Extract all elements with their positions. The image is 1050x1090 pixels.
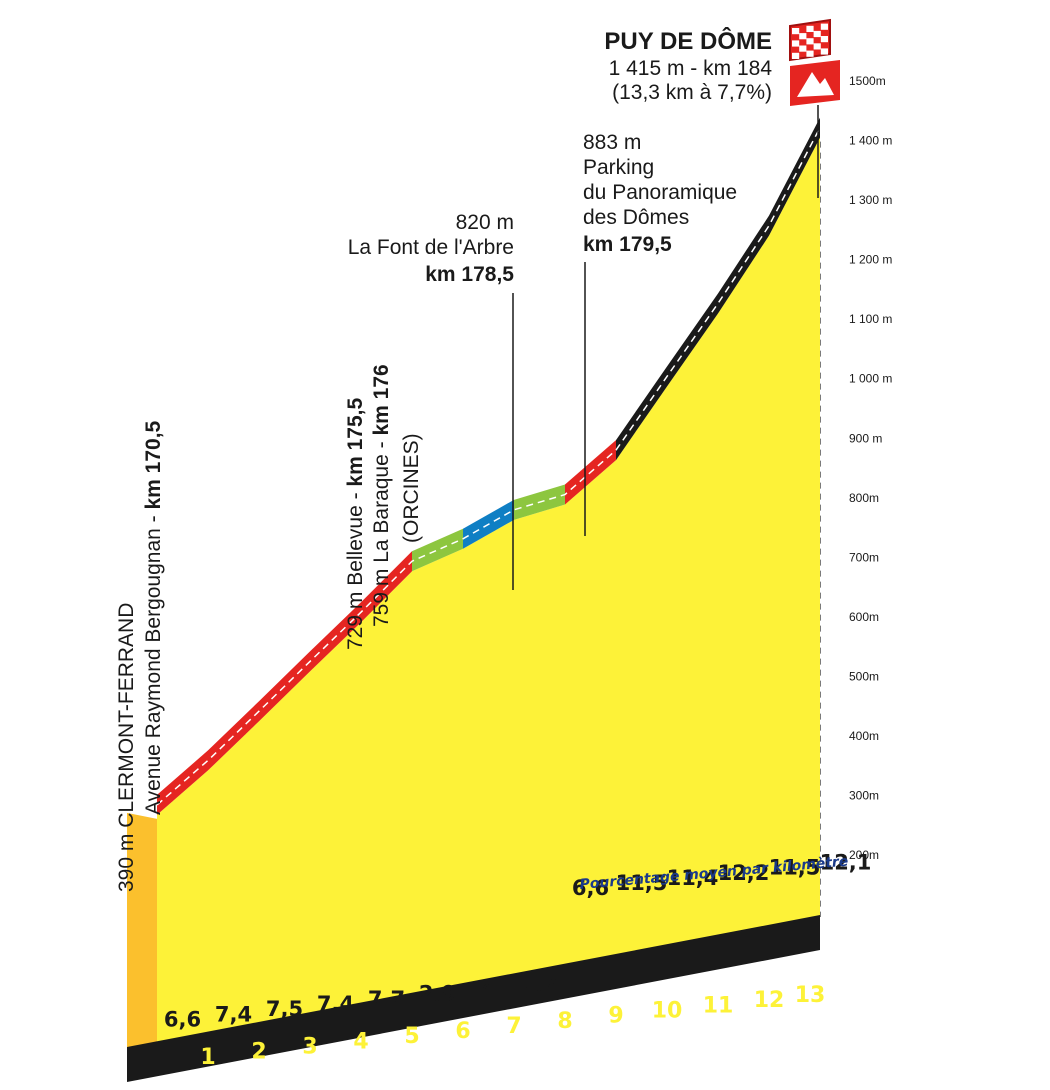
flag-checker-square [806,50,814,57]
y-axis: 200m 300m 400m 500m 600m 700m 800m 900 m 1 000 m… [849,74,892,862]
km-tick-label: 7 [506,1014,521,1039]
summit-climb-stats: (13,3 km à 7,7%) [612,81,772,104]
base-band: 1 2 3 4 5 6 7 8 9 10 11 12 13 [127,915,825,1082]
parking-label-2: du Panoramique [583,181,737,204]
font-km: km 178,5 [425,263,514,286]
flag-checker-square [799,45,807,52]
flag-checker-square [820,23,828,30]
flag-checker-square [820,48,828,55]
mountain-icon [790,60,840,106]
km-tick-label: 5 [404,1024,419,1049]
grade-label: 11,5 [769,856,821,880]
km-tick-label: 2 [251,1040,266,1065]
grade-label: 11,5 [616,871,668,895]
start-annotation: 390 m CLERMONT-FERRAND [115,603,138,892]
y-tick-label: 1500m [849,74,886,88]
parking-label-3: des Dômes [583,206,689,229]
flag-checker-square [813,30,821,38]
grade-labels: 6,6 7,4 7,5 7,4 7,7 2,9 4 1,76,6 11,5 11,4 12,2 11,… [164,850,872,1031]
y-tick-label: 900 m [849,431,882,445]
flag-checker-square [792,40,800,47]
profile-centerline [156,127,821,806]
profile-fill [157,137,820,1049]
orcines-annotation: (ORCINES) [400,433,423,543]
flag-checker-square [806,38,814,45]
grade-label: 4 [481,977,496,1001]
start-street-annotation: Avenue Raymond Bergougnan - km 170,5 [142,420,165,815]
km-tick-label: 11 [703,993,734,1018]
km-tick-label: 1 [200,1045,215,1070]
y-tick-label: 1 200 m [849,253,892,267]
y-tick-label: 300m [849,788,879,802]
parking-label-1: Parking [583,156,654,179]
font-altitude: 820 m [456,211,514,234]
km-tick-label: 6 [455,1019,470,1044]
parking-km: km 179,5 [583,233,672,256]
grade-label: 7,5 [266,997,303,1021]
y-tick-label: 400m [849,729,879,743]
y-tick-label: 600m [849,610,879,624]
y-tick-label: 200m [849,848,879,862]
grade-label: 7,4 [215,1002,252,1026]
grade-label: 12,1 [820,850,872,874]
grade-label: 6,6 [572,876,609,900]
flag-checker-square [792,52,800,59]
km-tick-label: 8 [557,1009,572,1034]
profile-segment [412,528,463,572]
y-tick-label: 1 300 m [849,193,892,207]
grade-label: 6,6 [164,1007,201,1031]
y-tick-label: 1 400 m [849,134,892,148]
km-tick-label: 4 [353,1029,368,1054]
flag-checker-square [813,43,821,50]
start-block [127,812,157,1072]
y-tick-label: 1 000 m [849,372,892,386]
grade-label: 7,4 [317,992,354,1016]
km-tick-label: 12 [754,988,785,1013]
km-tick-label: 13 [795,983,826,1008]
km-tick-label: 10 [652,998,683,1023]
grade-label: 1,7 [521,971,558,995]
summit-name: PUY DE DÔME [604,27,772,55]
y-tick-label: 1 100 m [849,312,892,326]
profile-area [127,117,821,1072]
flag-checker-square [806,25,814,32]
grade-label: 2,9 [419,982,456,1006]
km-tick-label: 9 [608,1004,623,1029]
baraque-annotation: 759 m La Baraque - km 176 [370,364,393,627]
grade-label: 7,7 [368,987,405,1011]
flag-checker-square [799,33,807,40]
y-tick-label: 500m [849,669,879,683]
profile-segment [616,117,820,461]
grade-label: 11,4 [667,866,719,890]
summit-altitude: 1 415 m - km 184 [609,57,773,80]
bellevue-annotation: 729 m Bellevue - km 175,5 [344,398,367,650]
km-band [127,915,820,1082]
grade-label: 12,2 [718,861,770,885]
flag-checker-square [820,36,828,43]
finish-flag-icon [789,18,831,198]
flag-checker-square [792,28,800,35]
parking-altitude: 883 m [583,131,641,154]
y-tick-label: 700m [849,550,879,564]
y-tick-label: 800m [849,491,879,505]
font-name: La Font de l'Arbre [348,236,514,259]
km-tick-label: 3 [302,1035,317,1060]
